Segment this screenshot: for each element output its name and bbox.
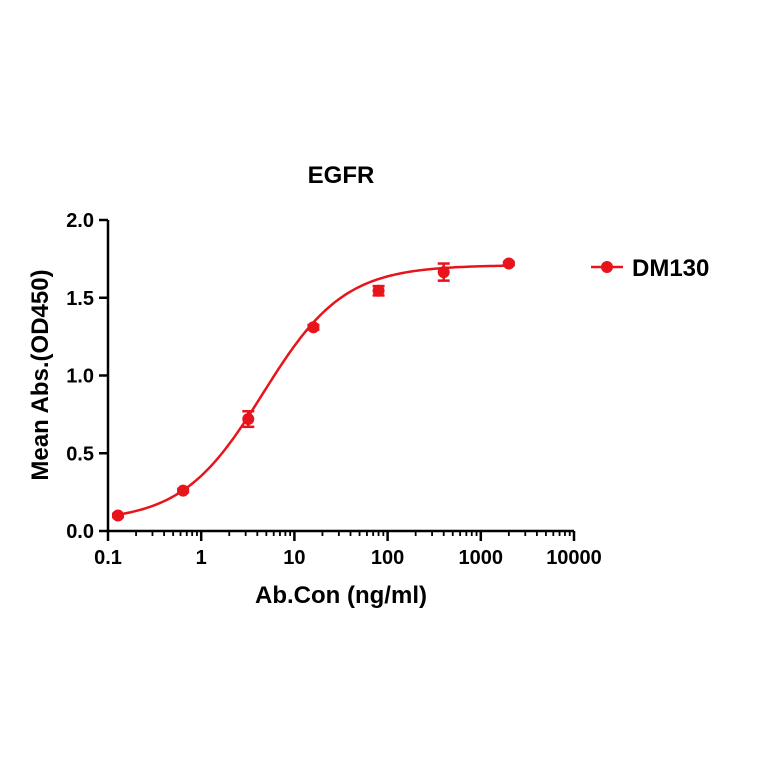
x-tick-label: 10000 xyxy=(546,547,602,569)
x-tick-label: 1000 xyxy=(459,547,504,569)
x-tick-label: 10 xyxy=(283,547,305,569)
y-tick-label: 2.0 xyxy=(66,210,94,232)
y-tick-label: 1.0 xyxy=(66,366,94,388)
data-point xyxy=(437,266,450,279)
x-tick-label: 100 xyxy=(371,547,404,569)
y-tick-label: 0.5 xyxy=(66,443,94,465)
y-tick-label: 0.0 xyxy=(66,521,94,543)
chart-title: EGFR xyxy=(308,162,375,189)
x-axis-label: Ab.Con (ng/ml) xyxy=(255,582,427,609)
y-tick-label: 1.5 xyxy=(66,288,94,310)
legend-marker-dot xyxy=(601,261,613,273)
data-point xyxy=(111,509,124,522)
legend: DM130 xyxy=(591,255,709,282)
plot-area xyxy=(111,257,515,522)
y-axis-label: Mean Abs.(OD450) xyxy=(27,269,54,480)
data-point xyxy=(242,413,255,426)
x-axis: 0.1 1 10 100 1000 10000 xyxy=(94,529,602,569)
data-point xyxy=(307,321,320,334)
x-tick-label: 0.1 xyxy=(94,547,122,569)
y-axis: 0.0 0.5 1.0 1.5 2.0 xyxy=(66,210,110,543)
x-tick-label: 1 xyxy=(196,547,207,569)
x-ticks: 0.1 1 10 100 1000 10000 xyxy=(94,531,602,569)
y-ticks: 0.0 0.5 1.0 1.5 2.0 xyxy=(66,210,108,543)
fit-curve xyxy=(117,264,509,516)
legend-label: DM130 xyxy=(632,255,709,282)
data-point xyxy=(372,284,385,297)
data-point xyxy=(177,484,190,497)
data-point xyxy=(502,257,515,270)
